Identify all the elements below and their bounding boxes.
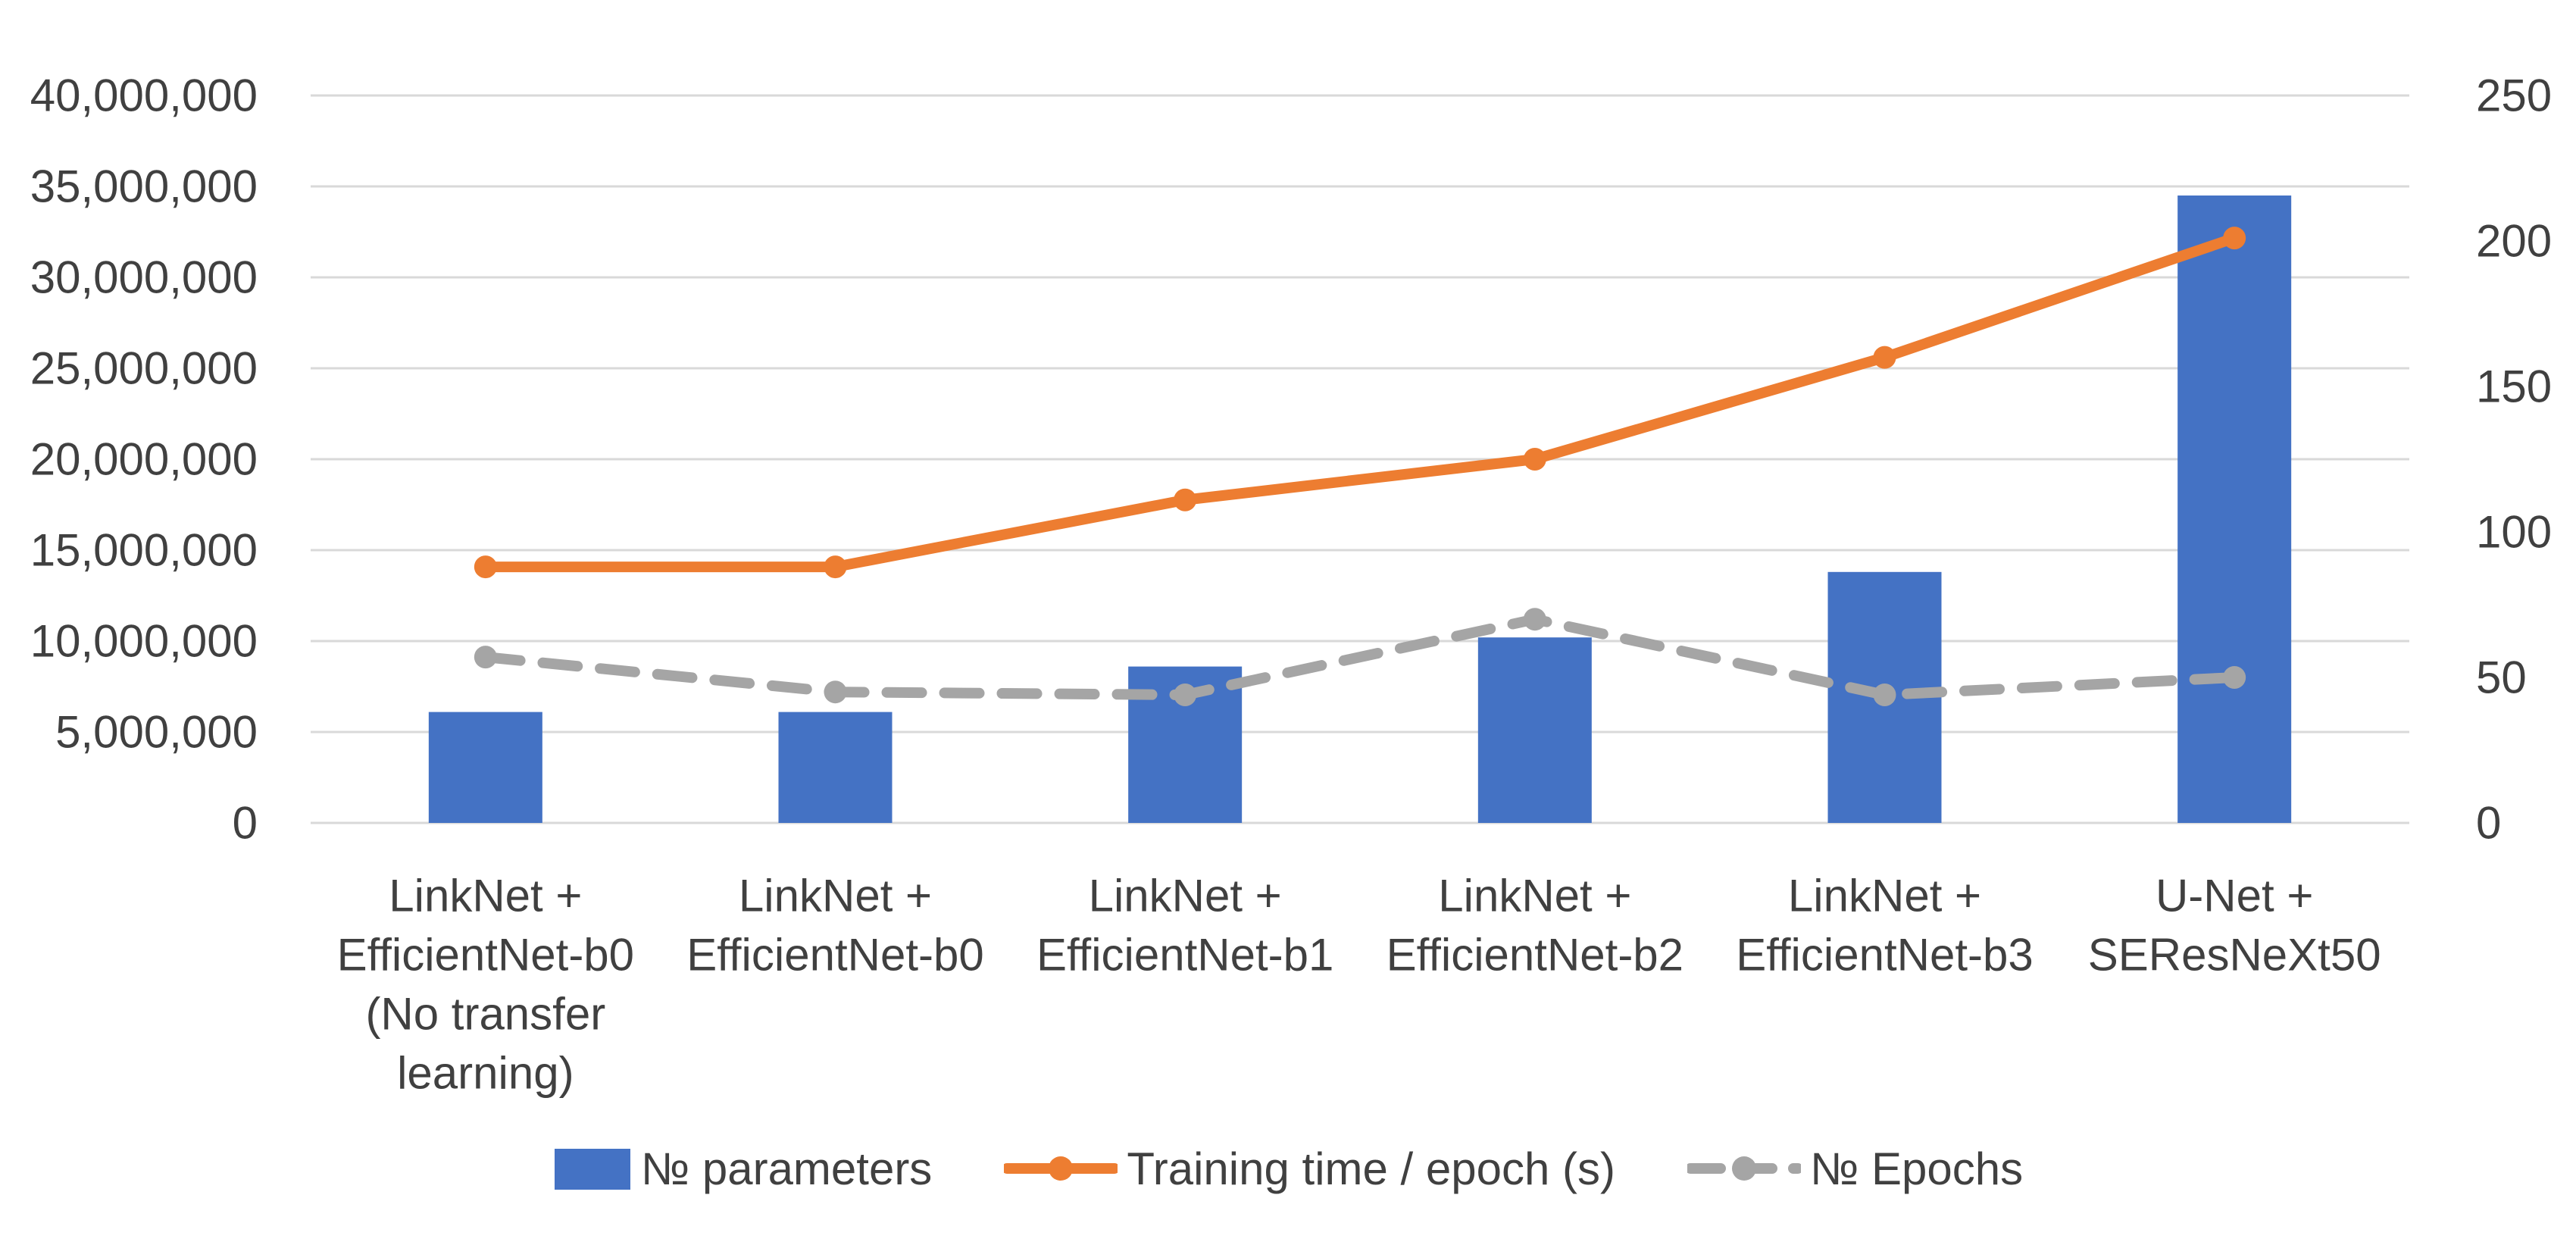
right-axis-tick-label: 50 [2476,652,2527,703]
legend-item-parameters: № parameters [553,1143,933,1195]
legend: № parameters Training time / epoch (s) №… [0,1131,2576,1206]
parameters-bar [428,712,542,823]
category-label-line: learning) [397,1048,574,1099]
training-time-point [1174,488,1197,511]
training-time-point [2223,227,2246,250]
category-label-line: LinkNet + [739,871,932,921]
bar-swatch-rect [554,1149,630,1190]
legend-item-training-time: Training time / epoch (s) [1004,1143,1615,1195]
legend-label-parameters: № parameters [640,1143,933,1194]
dashed-line-series-swatch-icon [1687,1156,1801,1181]
left-axis-tick-label: 5,000,000 [55,707,258,758]
epochs-point [1873,683,1896,707]
left-axis-tick-label: 0 [233,798,258,849]
epochs-point [1523,608,1546,631]
category-label-line: EfficientNet-b1 [1036,930,1333,981]
training-time-line [480,233,2240,573]
category-label-line: SEResNeXt50 [2088,930,2381,981]
legend-item-epochs: № Epochs [1687,1143,2023,1195]
left-axis-tick-label: 25,000,000 [30,343,258,394]
training-time-point [1523,448,1546,471]
category-label-line: EfficientNet-b2 [1386,930,1683,981]
parameters-bar [2177,196,2292,823]
training-time-point [824,555,847,579]
legend-label-epochs: № Epochs [1810,1143,2024,1194]
category-label-line: LinkNet + [389,871,582,921]
right-axis-tick-label: 250 [2476,70,2552,121]
category-label-line: LinkNet + [1438,871,1631,921]
category-label-line: LinkNet + [1788,871,1981,921]
epochs-point [1174,683,1197,707]
training-time-point [1873,346,1896,369]
epochs-line [480,614,2240,701]
solid-line-series-swatch-icon [1004,1156,1118,1181]
right-axis-tick-label: 100 [2476,507,2552,558]
category-label-line: EfficientNet-b3 [1736,930,2033,981]
training-time-point [474,555,497,579]
parameters-bar [1477,637,1592,823]
parameters-bar [778,712,893,823]
epochs-point [2223,666,2246,689]
right-axis-tick-label: 0 [2476,798,2501,849]
left-axis-tick-label: 40,000,000 [30,70,258,121]
bar-series-swatch-icon [554,1149,630,1190]
category-label-line: LinkNet + [1089,871,1282,921]
epochs-point [824,680,847,704]
left-axis-tick-label: 10,000,000 [30,616,258,667]
category-label-line: U-Net + [2156,871,2313,921]
right-axis-tick-label: 150 [2476,361,2552,412]
category-label-line: (No transfer [365,989,605,1040]
solid-line-swatch-marker [1049,1156,1074,1181]
dashed-line-swatch-marker [1732,1156,1756,1181]
legend-label-training-time: Training time / epoch (s) [1127,1143,1615,1194]
category-label-line: EfficientNet-b0 [337,930,634,981]
left-axis-tick-label: 35,000,000 [30,161,258,212]
left-axis-tick-label: 30,000,000 [30,252,258,303]
epochs-point [474,646,497,669]
left-axis-tick-label: 20,000,000 [30,434,258,485]
right-axis-tick-label: 200 [2476,216,2552,267]
left-axis-tick-label: 15,000,000 [30,525,258,576]
category-label-line: EfficientNet-b0 [686,930,983,981]
